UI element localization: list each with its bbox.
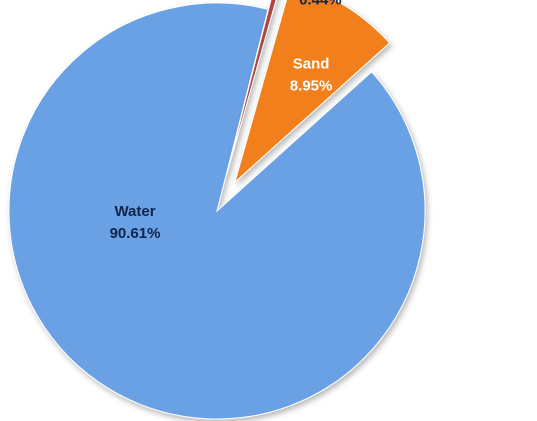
slice-label-sand: Sand (293, 56, 330, 73)
slice-label-water: Water (114, 203, 155, 220)
pie-slice-other (226, 0, 277, 175)
slice-value-sand: 8.95% (290, 78, 333, 95)
pie-slice-sand (234, 0, 391, 184)
pie-slice-water (8, 2, 426, 420)
slices-layer (8, 0, 426, 420)
slice-value-water: 90.61% (110, 225, 161, 242)
slice-value-other: 0.44% (299, 0, 342, 8)
